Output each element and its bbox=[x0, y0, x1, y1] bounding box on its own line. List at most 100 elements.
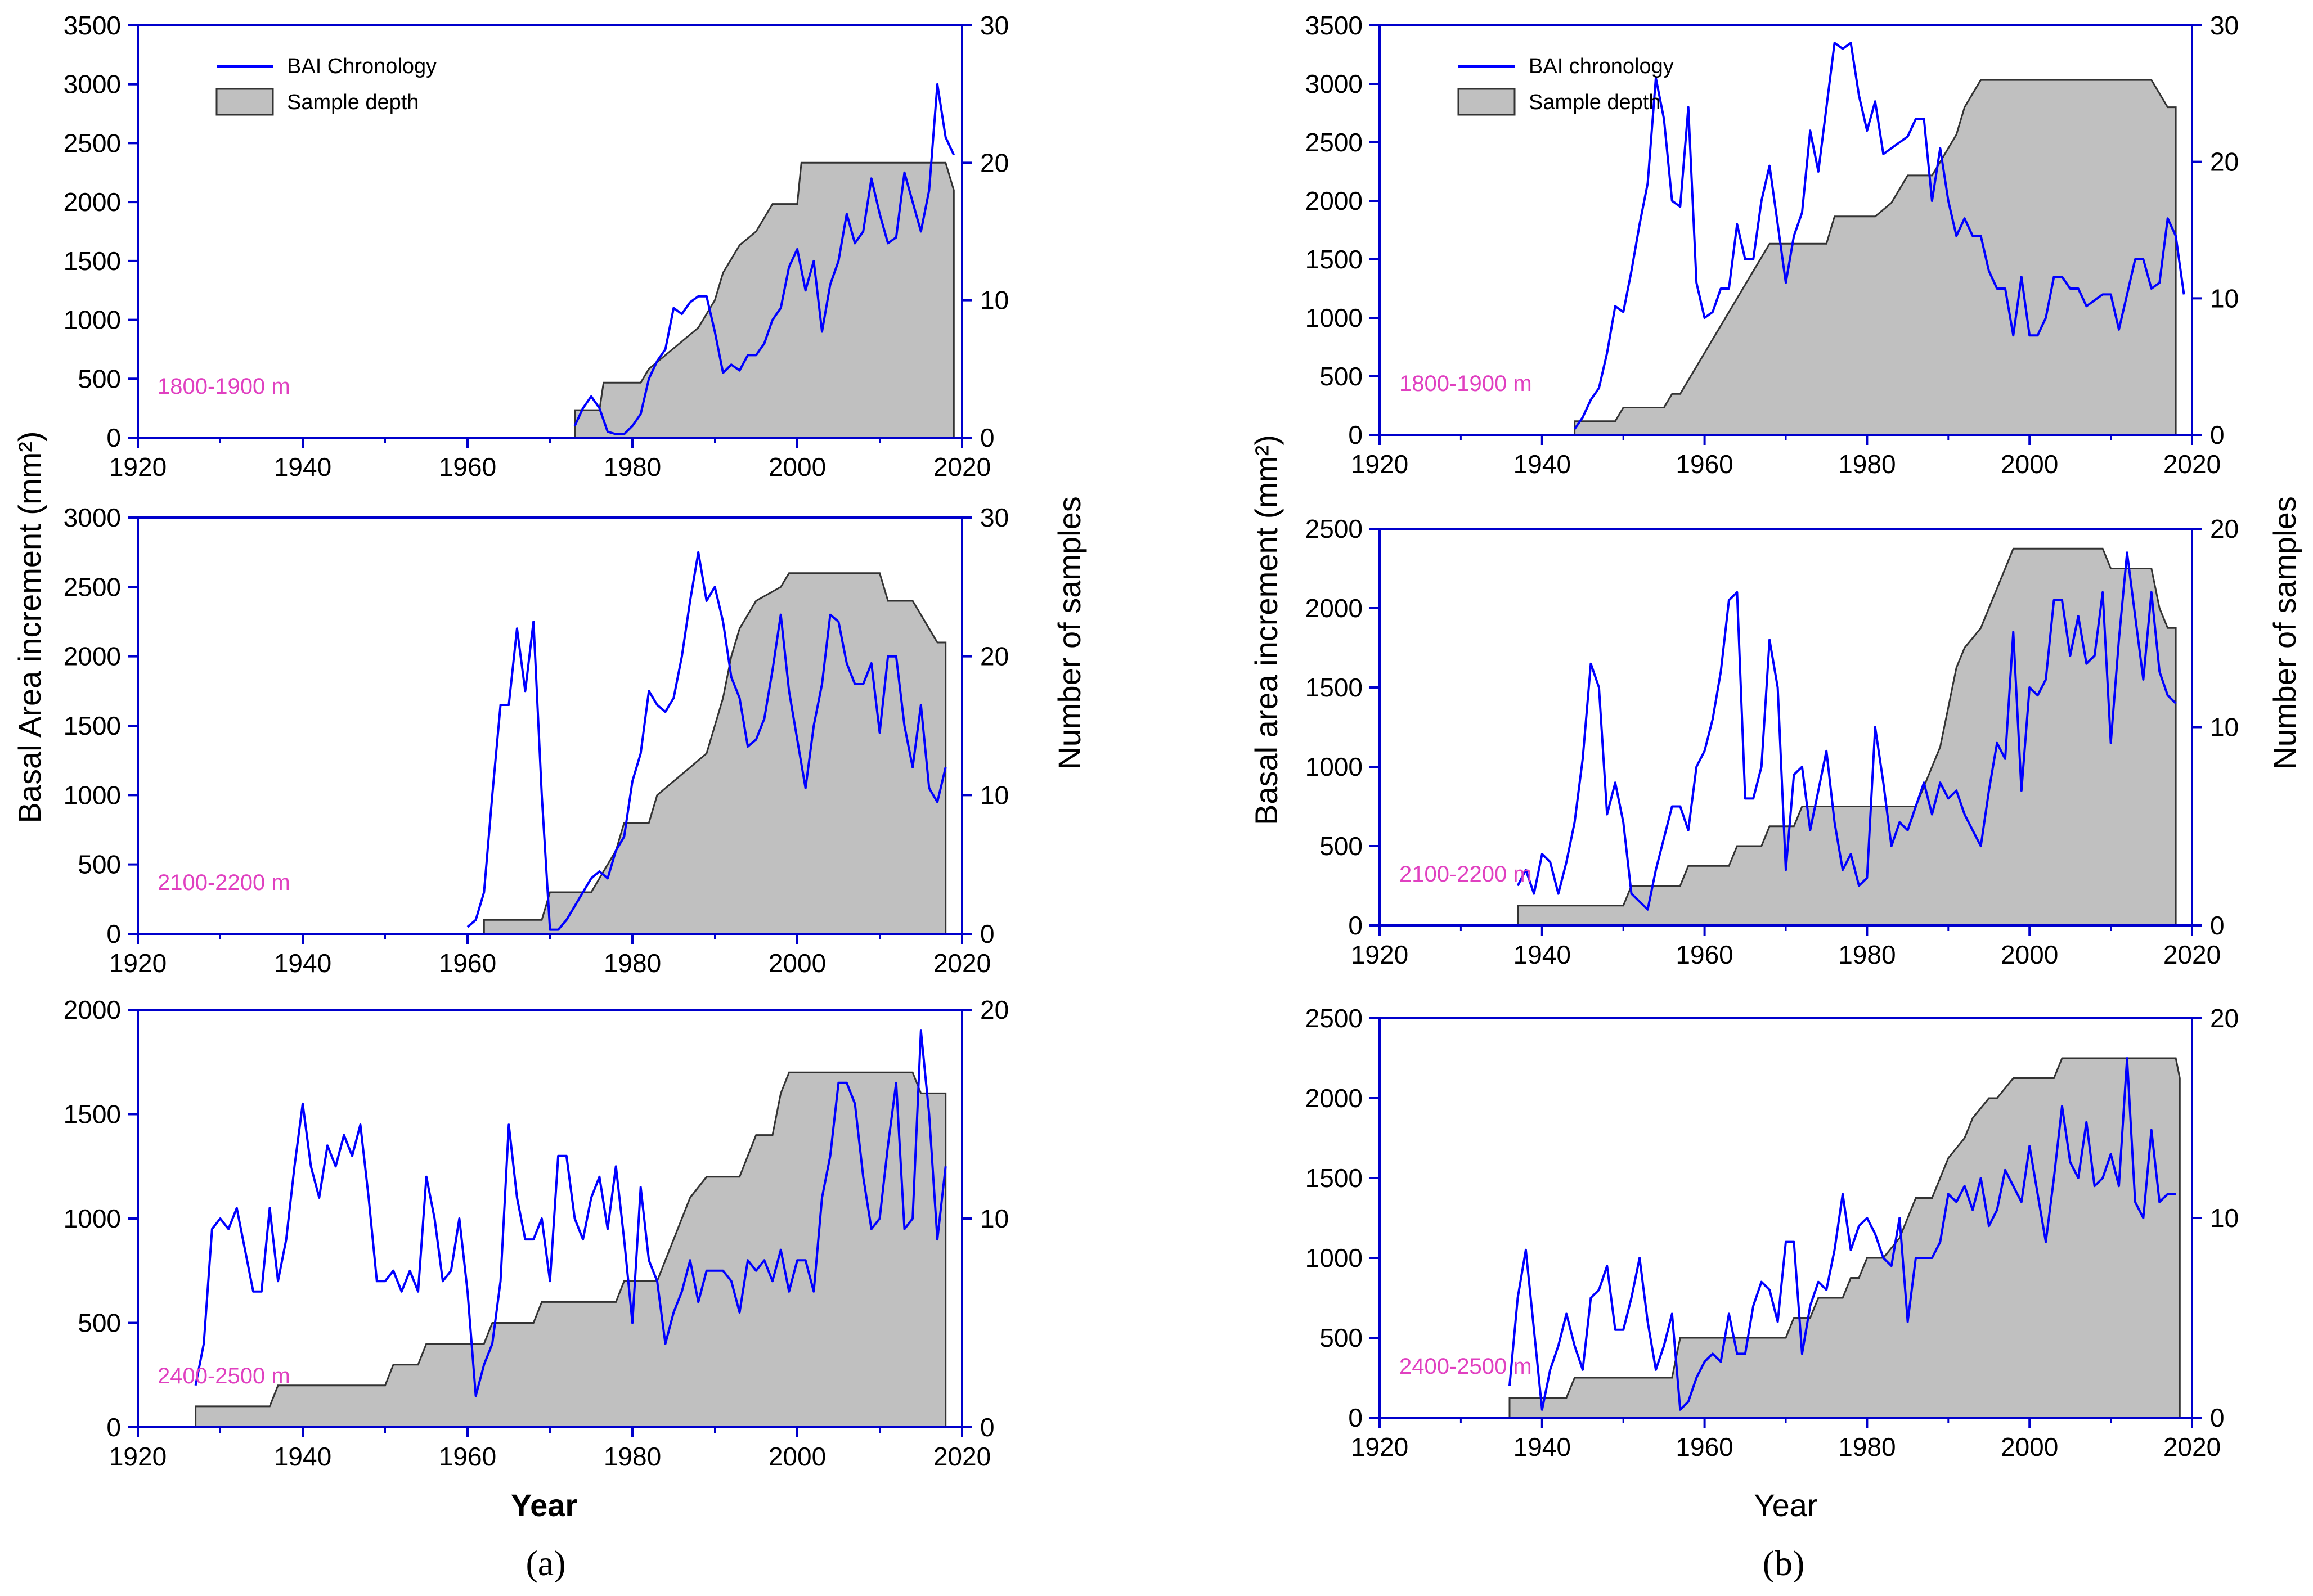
sample-depth-area bbox=[1508, 1057, 2181, 1419]
y-tick-label: 1500 bbox=[64, 1100, 121, 1129]
y2-tick-label: 30 bbox=[980, 11, 1009, 40]
y-tick-label: 2500 bbox=[1305, 1004, 1363, 1033]
x-tick-label: 1960 bbox=[1676, 1432, 1733, 1462]
x-tick-label: 1940 bbox=[274, 452, 331, 482]
y2-tick-label: 10 bbox=[2210, 713, 2239, 742]
sample-depth-area bbox=[195, 1071, 947, 1428]
y-tick-label: 1500 bbox=[1305, 245, 1363, 274]
legend-area-label: Sample depth bbox=[287, 91, 419, 114]
chart-b2: 1920 1940 1960 1980 2000 20200500100015002000… bbox=[1305, 514, 2239, 969]
y2-tick-label: 20 bbox=[2210, 514, 2239, 543]
x-tick-label: 1960 bbox=[439, 948, 496, 978]
y2-tick-label: 10 bbox=[980, 286, 1009, 315]
y-tick-label: 2000 bbox=[1305, 594, 1363, 623]
y-tick-label: 0 bbox=[106, 1413, 121, 1442]
y2-tick-label: 0 bbox=[980, 1413, 995, 1442]
y-tick-label: 1000 bbox=[1305, 752, 1363, 781]
x-tick-label: 1920 bbox=[1351, 449, 1408, 479]
y-tick-label: 500 bbox=[1319, 362, 1363, 391]
bai-line bbox=[466, 551, 947, 931]
legend-area-swatch bbox=[1457, 88, 1516, 116]
x-tick-label: 2000 bbox=[2001, 449, 2058, 479]
x-tick-label: 1960 bbox=[1676, 449, 1733, 479]
y-tick-label: 1000 bbox=[1305, 303, 1363, 332]
x-tick-label: 2000 bbox=[769, 1442, 826, 1471]
x-tick-label: 1980 bbox=[604, 948, 661, 978]
legend-line-label: BAI chronology bbox=[1529, 55, 1674, 78]
y2-tick-label: 20 bbox=[980, 148, 1009, 177]
x-tick-label: 1980 bbox=[604, 452, 661, 482]
elevation-band-label: 2400-2500 m bbox=[158, 1364, 290, 1388]
x-tick-label: 1960 bbox=[439, 1442, 496, 1471]
y2-tick-label: 0 bbox=[2210, 911, 2225, 940]
y-tick-label: 1000 bbox=[64, 1204, 121, 1233]
y-tick-label: 2000 bbox=[64, 995, 121, 1024]
y-tick-label: 2000 bbox=[64, 187, 121, 217]
y-tick-label: 1500 bbox=[64, 246, 121, 276]
y2-tick-label: 20 bbox=[2210, 147, 2239, 177]
y-tick-label: 2500 bbox=[1305, 128, 1363, 157]
x-tick-label: 2020 bbox=[2163, 449, 2221, 479]
x-tick-label: 1940 bbox=[1513, 449, 1571, 479]
x-tick-label: 1960 bbox=[439, 452, 496, 482]
legend-line-label: BAI Chronology bbox=[287, 55, 437, 78]
y2-tick-label: 0 bbox=[2210, 420, 2225, 449]
y2-tick-label: 10 bbox=[980, 1204, 1009, 1233]
x-tick-label: 1980 bbox=[604, 1442, 661, 1471]
x-tick-label: 2000 bbox=[2001, 940, 2058, 969]
y-tick-label: 500 bbox=[78, 850, 121, 879]
y-tick-label: 500 bbox=[78, 364, 121, 393]
y-tick-label: 3000 bbox=[64, 70, 121, 99]
y2-tick-label: 10 bbox=[2210, 1203, 2239, 1233]
y-tick-label: 1000 bbox=[1305, 1243, 1363, 1273]
x-tick-label: 1980 bbox=[1838, 449, 1896, 479]
y2-tick-label: 0 bbox=[980, 423, 995, 452]
y-tick-label: 1000 bbox=[64, 780, 121, 810]
panel-a-label: (a) bbox=[526, 1543, 565, 1583]
x-tick-label: 1920 bbox=[109, 948, 167, 978]
y-tick-label: 1000 bbox=[64, 305, 121, 335]
panel-b-ylabel-left: Basal area increment (mm²) bbox=[1248, 435, 1284, 825]
panel-a-ylabel-right: Number of samples bbox=[1052, 496, 1087, 770]
panel-a-ylabel-left: Basal Area increment (mm²) bbox=[12, 431, 47, 823]
y-tick-label: 1500 bbox=[64, 711, 121, 740]
y-tick-label: 1500 bbox=[1305, 673, 1363, 702]
panel-a-xlabel: Year bbox=[511, 1487, 577, 1523]
y-tick-label: 3500 bbox=[1305, 11, 1363, 40]
y-tick-label: 0 bbox=[1348, 911, 1363, 940]
bai-line bbox=[1573, 42, 2185, 430]
y-tick-label: 3000 bbox=[64, 503, 121, 532]
y-tick-label: 500 bbox=[1319, 831, 1363, 861]
bai-line bbox=[194, 1029, 947, 1397]
x-tick-label: 1920 bbox=[109, 452, 167, 482]
bai-line bbox=[1508, 1057, 2176, 1411]
y-tick-label: 2500 bbox=[1305, 514, 1363, 543]
sample-depth-area bbox=[483, 572, 947, 935]
x-tick-label: 2020 bbox=[2163, 940, 2221, 969]
y2-tick-label: 0 bbox=[980, 919, 995, 948]
x-tick-label: 2000 bbox=[769, 948, 826, 978]
y-tick-label: 2000 bbox=[1305, 1084, 1363, 1113]
x-tick-label: 1940 bbox=[274, 948, 331, 978]
x-tick-label: 2000 bbox=[2001, 1432, 2058, 1462]
y-tick-label: 1500 bbox=[1305, 1163, 1363, 1193]
x-tick-label: 1960 bbox=[1676, 940, 1733, 969]
chart-a2: 1920 1940 1960 1980 2000 20200500100015002000… bbox=[64, 503, 1009, 978]
x-tick-label: 1920 bbox=[1351, 1432, 1408, 1462]
x-tick-label: 2020 bbox=[933, 452, 991, 482]
sample-depth-area bbox=[574, 161, 955, 439]
y2-tick-label: 10 bbox=[2210, 284, 2239, 313]
x-tick-label: 1940 bbox=[1513, 1432, 1571, 1462]
chart-a1: 1920 1940 1960 1980 2000 20200500100015002000… bbox=[64, 11, 1009, 482]
y-tick-label: 2500 bbox=[64, 572, 121, 601]
y-tick-label: 500 bbox=[78, 1309, 121, 1338]
panel-b-ylabel-right: Number of samples bbox=[2267, 496, 2302, 770]
y-tick-label: 2000 bbox=[1305, 186, 1363, 215]
y2-tick-label: 30 bbox=[980, 503, 1009, 532]
plots-container: 1920 1940 1960 1980 2000 20200500100015002000… bbox=[64, 11, 2239, 1471]
y-tick-label: 3000 bbox=[1305, 69, 1363, 98]
elevation-band-label: 1800-1900 m bbox=[158, 374, 290, 399]
y-tick-label: 500 bbox=[1319, 1323, 1363, 1352]
